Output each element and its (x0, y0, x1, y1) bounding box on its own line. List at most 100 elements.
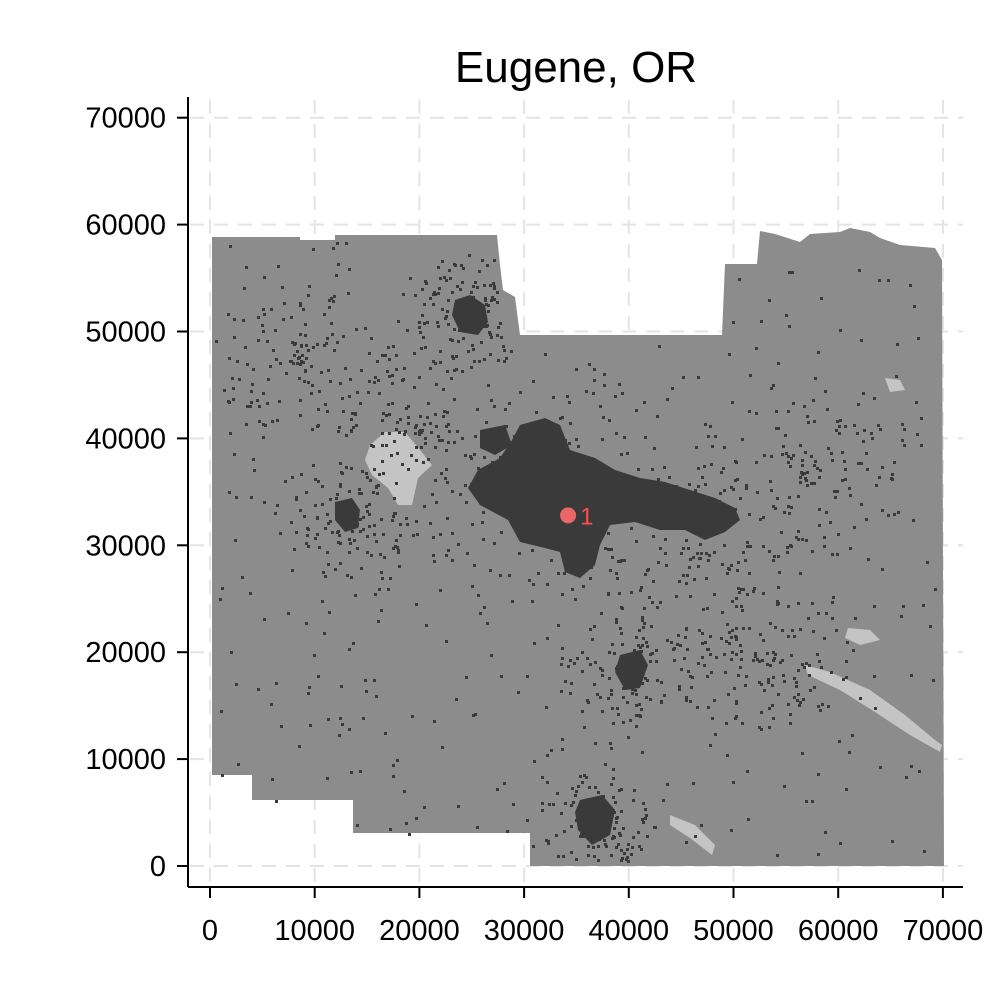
development-dot (388, 432, 391, 435)
development-dot (504, 408, 507, 411)
development-dot (645, 814, 648, 817)
development-dot (621, 643, 624, 646)
development-dot (380, 518, 383, 521)
development-dot (423, 322, 426, 325)
development-dot (755, 347, 758, 350)
development-dot (593, 819, 596, 822)
development-dot (450, 377, 453, 380)
development-dot (292, 362, 295, 365)
development-dot (603, 384, 606, 387)
development-dot (402, 293, 405, 296)
development-dot (817, 853, 820, 856)
development-dot (349, 502, 352, 505)
development-dot (634, 677, 637, 680)
development-dot (920, 444, 923, 447)
development-dot (490, 336, 493, 339)
development-dot (468, 316, 471, 319)
development-dot (562, 855, 565, 858)
development-dot (871, 437, 874, 440)
development-dot (588, 819, 591, 822)
development-dot (434, 293, 437, 296)
development-dot (790, 506, 793, 509)
development-dot (626, 452, 629, 455)
development-dot (307, 545, 310, 548)
development-dot (276, 504, 279, 507)
development-dot (258, 420, 261, 423)
development-dot (325, 342, 328, 345)
development-dot (519, 391, 522, 394)
development-dot (420, 431, 423, 434)
development-dot (819, 709, 822, 712)
development-dot (735, 702, 738, 705)
development-dot (293, 548, 296, 551)
development-dot (345, 434, 348, 437)
development-dot (458, 329, 461, 332)
development-dot (731, 651, 734, 654)
development-dot (612, 777, 615, 780)
development-dot (294, 342, 297, 345)
development-dot (472, 300, 475, 303)
development-dot (680, 552, 683, 555)
development-dot (849, 547, 852, 550)
development-dot (845, 676, 848, 679)
development-dot (377, 484, 380, 487)
development-dot (327, 522, 330, 525)
development-dot (721, 563, 724, 566)
development-dot (270, 703, 273, 706)
development-dot (616, 665, 619, 668)
development-dot (493, 259, 496, 262)
development-dot (620, 788, 623, 791)
development-dot (881, 466, 884, 469)
development-dot (321, 485, 324, 488)
development-dot (275, 358, 278, 361)
development-dot (607, 593, 610, 596)
development-dot (706, 607, 709, 610)
development-dot (429, 422, 432, 425)
development-dot (607, 548, 610, 551)
development-dot (359, 402, 362, 405)
development-dot (759, 518, 762, 521)
development-dot (486, 324, 489, 327)
development-dot (574, 503, 577, 506)
y-tick-label: 10000 (85, 744, 166, 776)
development-dot (618, 789, 621, 792)
development-dot (250, 390, 253, 393)
development-dot (227, 400, 230, 403)
development-dot (742, 551, 745, 554)
development-dot (615, 821, 618, 824)
development-dot (579, 775, 582, 778)
development-dot (505, 425, 508, 428)
development-dot (346, 574, 349, 577)
development-dot (381, 419, 384, 422)
development-dot (477, 467, 480, 470)
development-dot (420, 446, 423, 449)
development-dot (726, 572, 729, 575)
development-dot (485, 303, 488, 306)
development-dot (290, 521, 293, 524)
development-dot (865, 452, 868, 455)
development-dot (782, 445, 785, 448)
development-dot (641, 751, 644, 754)
development-dot (752, 659, 755, 662)
development-dot (649, 698, 652, 701)
development-dot (410, 454, 413, 457)
development-dot (345, 242, 348, 245)
development-dot (901, 439, 904, 442)
development-dot (413, 386, 416, 389)
development-dot (395, 428, 398, 431)
development-dot (470, 291, 473, 294)
development-dot (373, 679, 376, 682)
development-dot (269, 365, 272, 368)
development-dot (613, 652, 616, 655)
development-dot (423, 505, 426, 508)
development-dot (599, 696, 602, 699)
development-dot (575, 438, 578, 441)
development-dot (377, 620, 380, 623)
development-dot (856, 432, 859, 435)
development-dot (619, 493, 622, 496)
development-dot (418, 321, 421, 324)
development-dot (639, 589, 642, 592)
development-dot (622, 696, 625, 699)
development-dot (223, 389, 226, 392)
development-dot (316, 343, 319, 346)
